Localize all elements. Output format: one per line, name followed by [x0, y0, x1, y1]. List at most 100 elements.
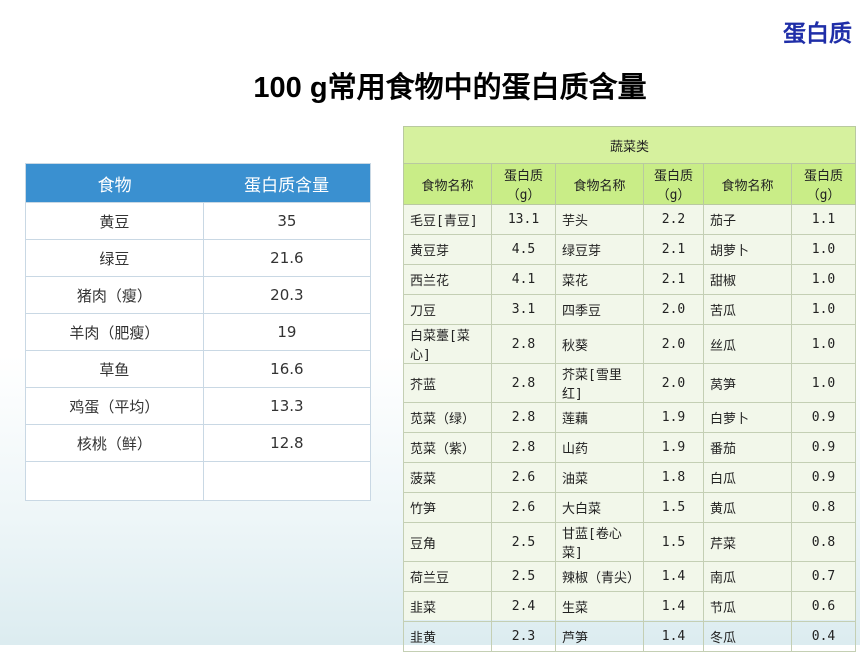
food-name-cell: 黄瓜	[703, 492, 792, 523]
table-row: 草鱼 16.6	[25, 350, 372, 388]
section-label: 蛋白质	[783, 21, 852, 47]
protein-value-cell: 2.3	[491, 621, 556, 652]
food-name-cell: 大白菜	[555, 492, 644, 523]
protein-value-cell: 2.8	[491, 324, 556, 364]
table-row: 鸡蛋（平均） 13.3	[25, 387, 372, 425]
category-row: 蔬菜类	[402, 126, 857, 164]
protein-value-cell: 1.0	[790, 234, 857, 265]
food-name-cell: 苋菜（绿）	[403, 402, 492, 433]
protein-value-cell: 2.5	[491, 522, 556, 562]
protein-value-cell: 2.0	[643, 294, 704, 325]
protein-value-cell: 4.1	[491, 264, 556, 295]
protein-value-cell: 0.9	[790, 432, 857, 463]
food-name-cell: 芹菜	[703, 522, 792, 562]
food-name-cell: 荷兰豆	[403, 561, 492, 592]
header-protein: 蛋白质含量	[203, 163, 371, 203]
food-name-cell: 胡萝卜	[703, 234, 792, 265]
header-protein: 蛋白质（g）	[790, 163, 857, 205]
table-row: 菠菜 2.6 油菜 1.8 白瓜 0.9	[403, 462, 857, 493]
table-header-row: 食物名称 蛋白质（g） 食物名称 蛋白质（g） 食物名称 蛋白质（g）	[403, 163, 857, 205]
title-quantity: 100 g	[253, 72, 328, 104]
food-name-cell: 菠菜	[403, 462, 492, 493]
food-name-cell: 芦笋	[555, 621, 644, 652]
food-name-cell: 白瓜	[703, 462, 792, 493]
table-row: 苋菜（绿） 2.8 莲藕 1.9 白萝卜 0.9	[403, 402, 857, 433]
food-cell: 黄豆	[25, 202, 204, 240]
protein-value-cell: 2.4	[491, 591, 556, 622]
food-name-cell: 绿豆芽	[555, 234, 644, 265]
food-name-cell: 竹笋	[403, 492, 492, 523]
food-name-cell: 莲藕	[555, 402, 644, 433]
food-name-cell: 山药	[555, 432, 644, 463]
protein-cell: 16.6	[202, 350, 372, 388]
protein-value-cell: 2.0	[643, 363, 704, 403]
table-row: 刀豆 3.1 四季豆 2.0 苦瓜 1.0	[403, 294, 857, 325]
table-row-empty	[25, 461, 372, 501]
protein-value-cell: 0.4	[790, 621, 857, 652]
protein-value-cell: 1.0	[790, 264, 857, 295]
protein-value-cell: 1.4	[643, 561, 704, 592]
table-row: 绿豆 21.6	[25, 239, 372, 277]
food-name-cell: 油菜	[555, 462, 644, 493]
protein-value-cell: 2.0	[643, 324, 704, 364]
food-name-cell: 莴笋	[703, 363, 792, 403]
protein-value-cell: 13.1	[491, 204, 556, 235]
protein-value-cell: 2.5	[491, 561, 556, 592]
protein-cell: 20.3	[202, 276, 372, 314]
table-row: 羊肉（肥瘦） 19	[25, 313, 372, 351]
vegetable-table-wrapper: 蔬菜类 食物名称 蛋白质（g） 食物名称 蛋白质（g） 食物名称 蛋白质（g） …	[402, 126, 857, 652]
food-cell: 鸡蛋（平均）	[25, 387, 204, 425]
table-row: 黄豆 35	[25, 202, 372, 240]
food-name-cell: 黄豆芽	[403, 234, 492, 265]
food-name-cell: 韭菜	[403, 591, 492, 622]
food-name-cell: 毛豆[青豆]	[403, 204, 492, 235]
food-name-cell: 南瓜	[703, 561, 792, 592]
food-name-cell: 番茄	[703, 432, 792, 463]
food-name-cell: 四季豆	[555, 294, 644, 325]
food-name-cell: 丝瓜	[703, 324, 792, 364]
header-food-name: 食物名称	[555, 163, 644, 205]
protein-value-cell: 0.7	[790, 561, 857, 592]
protein-value-cell: 2.8	[491, 432, 556, 463]
table-header-row: 食物 蛋白质含量	[25, 163, 371, 203]
table-row: 猪肉（瘦） 20.3	[25, 276, 372, 314]
food-name-cell: 茄子	[703, 204, 792, 235]
protein-value-cell: 1.5	[643, 522, 704, 562]
protein-value-cell: 1.9	[643, 402, 704, 433]
table-row: 核桃（鲜） 12.8	[25, 424, 372, 462]
food-name-cell: 菜花	[555, 264, 644, 295]
table-row: 豆角 2.5 甘蓝[卷心菜] 1.5 芹菜 0.8	[403, 522, 857, 562]
food-name-cell: 芥蓝	[403, 363, 492, 403]
protein-value-cell: 1.5	[643, 492, 704, 523]
table-row: 毛豆[青豆] 13.1 芋头 2.2 茄子 1.1	[403, 204, 857, 235]
protein-value-cell: 2.1	[643, 234, 704, 265]
protein-cell: 35	[202, 202, 372, 240]
header-protein: 蛋白质（g）	[491, 163, 556, 205]
food-cell	[25, 461, 204, 501]
header-food-name: 食物名称	[403, 163, 492, 205]
protein-value-cell: 1.1	[790, 204, 857, 235]
food-name-cell: 甜椒	[703, 264, 792, 295]
protein-value-cell: 2.2	[643, 204, 704, 235]
protein-value-cell: 0.8	[790, 492, 857, 523]
food-name-cell: 韭黄	[403, 621, 492, 652]
category-title: 蔬菜类	[402, 126, 857, 164]
food-name-cell: 苋菜（紫）	[403, 432, 492, 463]
protein-value-cell: 1.4	[643, 591, 704, 622]
protein-value-cell: 0.9	[790, 402, 857, 433]
food-name-cell: 苦瓜	[703, 294, 792, 325]
protein-value-cell: 2.1	[643, 264, 704, 295]
protein-content-table: 食物 蛋白质含量 黄豆 35 绿豆 21.6 猪肉（瘦） 20.3 羊肉（肥瘦） 19 …	[25, 163, 372, 501]
protein-value-cell: 2.8	[491, 363, 556, 403]
food-cell: 猪肉（瘦）	[25, 276, 204, 314]
header-food-name: 食物名称	[703, 163, 792, 205]
food-name-cell: 冬瓜	[703, 621, 792, 652]
table-row: 韭黄 2.3 芦笋 1.4 冬瓜 0.4	[403, 621, 857, 652]
food-name-cell: 刀豆	[403, 294, 492, 325]
protein-value-cell: 1.0	[790, 294, 857, 325]
food-name-cell: 豆角	[403, 522, 492, 562]
vegetable-protein-table: 蔬菜类 食物名称 蛋白质（g） 食物名称 蛋白质（g） 食物名称 蛋白质（g） …	[402, 126, 857, 652]
food-cell: 草鱼	[25, 350, 204, 388]
protein-cell: 12.8	[202, 424, 372, 462]
food-name-cell: 生菜	[555, 591, 644, 622]
